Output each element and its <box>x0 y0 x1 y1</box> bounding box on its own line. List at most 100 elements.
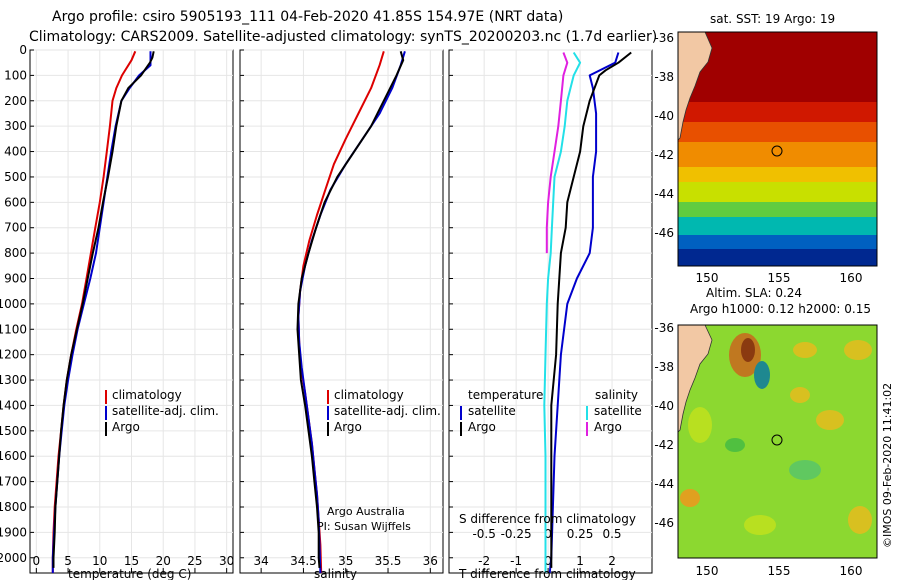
salinity-panel: 34 34.5 35 35.5 36 salinity climatology sate… <box>239 49 444 580</box>
sst-band <box>678 102 877 122</box>
s-diff-tick-label: -0.5 <box>472 527 495 541</box>
sst-lon-tick: 155 <box>768 271 791 285</box>
sla-anomaly-blob <box>848 506 872 534</box>
temperature-legend-argo: Argo <box>112 420 140 434</box>
temperature-x-axis: 0 5 10 15 20 25 30 <box>33 554 234 573</box>
x-tick-label: 10 <box>92 554 107 568</box>
series-temperature-satellite <box>548 52 620 574</box>
s-diff-tick-label: 0.5 <box>602 527 621 541</box>
salinity-legend-satellite: satellite-adj. clim. <box>334 404 441 418</box>
series-salinity-satellite <box>543 51 582 573</box>
sst-map-image <box>677 31 877 266</box>
s-diff-tick-label: 0.25 <box>567 527 594 541</box>
series-salinity-argo <box>545 52 569 254</box>
difference-panel: -2 -1 0 1 2 -0.5 -0.25 0 0.25 0.5 T difference f… <box>448 49 653 580</box>
sla-anomaly-blob <box>844 340 872 360</box>
x-tick-label: 2 <box>608 554 616 568</box>
sst-lon-tick: 160 <box>840 271 863 285</box>
sst-band <box>678 249 877 266</box>
sst-band <box>678 182 877 202</box>
x-tick-label: 34.5 <box>290 554 317 568</box>
sla-anomaly-blob <box>725 438 745 452</box>
sst-map-frame <box>677 31 878 267</box>
sla-anomaly-blob <box>688 407 712 443</box>
sla-lat-tick: -46 <box>654 516 674 530</box>
sla-anomaly-blob <box>741 338 755 362</box>
x-tick-label: 15 <box>124 554 139 568</box>
sst-band <box>678 32 877 102</box>
salinity-legend-argo: Argo <box>334 420 362 434</box>
salinity-panel-grid <box>240 49 443 573</box>
sla-lon-tick: 150 <box>696 564 719 578</box>
y-tick-label: 1100 <box>0 322 27 336</box>
temperature-legend: climatology satellite-adj. clim. Argo <box>105 388 219 436</box>
sla-map-image <box>677 324 877 558</box>
s-difference-x-axis: -0.5 -0.25 0 0.25 0.5 <box>472 527 621 541</box>
y-tick-label: 500 <box>4 170 27 184</box>
salinity-x-axis-label: salinity <box>314 567 357 580</box>
series-argo <box>296 51 405 568</box>
sst-lat-tick: -40 <box>654 109 674 123</box>
sla-lon-tick: 155 <box>768 564 791 578</box>
y-tick-label: 1300 <box>0 373 27 387</box>
figure-title-line1: Argo profile: csiro 5905193_111 04-Feb-2… <box>52 9 563 25</box>
sla-anomaly-blob <box>754 361 770 389</box>
legend-salinity-satellite: satellite <box>594 404 642 418</box>
y-tick-label: 700 <box>4 221 27 235</box>
x-tick-label: 5 <box>64 554 72 568</box>
sst-band <box>678 167 877 182</box>
series-temperature-argo <box>550 51 632 568</box>
sst-band <box>678 202 877 217</box>
s-diff-tick-label: 0 <box>544 527 552 541</box>
x-tick-label: 20 <box>156 554 171 568</box>
sst-land-tasmania <box>677 31 713 141</box>
temperature-x-axis-label: temperature (deg C) <box>68 567 191 580</box>
credit-pi: PI: Susan Wijffels <box>317 520 411 533</box>
x-tick-label: -1 <box>510 554 522 568</box>
sla-lat-tick: -44 <box>654 477 674 491</box>
temperature-legend-climatology: climatology <box>112 388 182 402</box>
temperature-legend-satellite: satellite-adj. clim. <box>112 404 219 418</box>
x-tick-label: 35 <box>338 554 353 568</box>
legend-temperature-heading: temperature <box>468 388 543 402</box>
legend-salinity-argo: Argo <box>594 420 622 434</box>
s-difference-axis-label: S difference from climatology <box>459 512 636 526</box>
x-tick-label: 36 <box>423 554 438 568</box>
sst-lat-tick: -44 <box>654 187 674 201</box>
x-tick-label: 34 <box>254 554 269 568</box>
difference-series-group <box>543 51 632 574</box>
x-tick-label: 1 <box>576 554 584 568</box>
y-tick-label: 2000 <box>0 551 27 565</box>
legend-temperature-argo: Argo <box>468 420 496 434</box>
sla-map-axes: -36 -38 -40 -42 -44 -46 150 155 160 <box>654 321 862 578</box>
x-tick-label: 0 <box>544 554 552 568</box>
y-tick-label: 1600 <box>0 449 27 463</box>
x-tick-label: 25 <box>187 554 202 568</box>
sla-lat-tick: -38 <box>654 360 674 374</box>
series-argo <box>52 51 155 568</box>
sla-map-title1: Altim. SLA: 0.24 <box>706 286 802 300</box>
y-tick-label: 1800 <box>0 500 27 514</box>
y-tick-label: 1000 <box>0 297 27 311</box>
y-tick-label: 100 <box>4 68 27 82</box>
sst-lon-tick: 150 <box>696 271 719 285</box>
sst-band <box>678 217 877 235</box>
y-tick-label: 200 <box>4 94 27 108</box>
sla-map-frame <box>677 324 878 559</box>
sst-map-axes: -36 -38 -40 -42 -44 -46 150 155 160 <box>654 31 862 285</box>
y-tick-label: 1700 <box>0 475 27 489</box>
y-tick-label: 1500 <box>0 424 27 438</box>
x-tick-label: 30 <box>219 554 234 568</box>
sla-anomaly-blob <box>790 387 810 403</box>
salinity-legend-climatology: climatology <box>334 388 404 402</box>
y-tick-label: 0 <box>19 43 27 57</box>
imos-credit: ©IMOS 09-Feb-2020 11:41:02 <box>881 383 894 548</box>
t-difference-axis-label: T difference from climatology <box>458 567 636 580</box>
sla-anomaly-blob <box>816 410 844 430</box>
y-tick-label: 1900 <box>0 525 27 539</box>
y-tick-label: 400 <box>4 145 27 159</box>
sla-anomaly-blob <box>793 342 817 358</box>
sla-anomaly-blob <box>744 515 776 535</box>
salinity-panel-frame <box>239 49 444 574</box>
x-tick-label: -2 <box>478 554 490 568</box>
